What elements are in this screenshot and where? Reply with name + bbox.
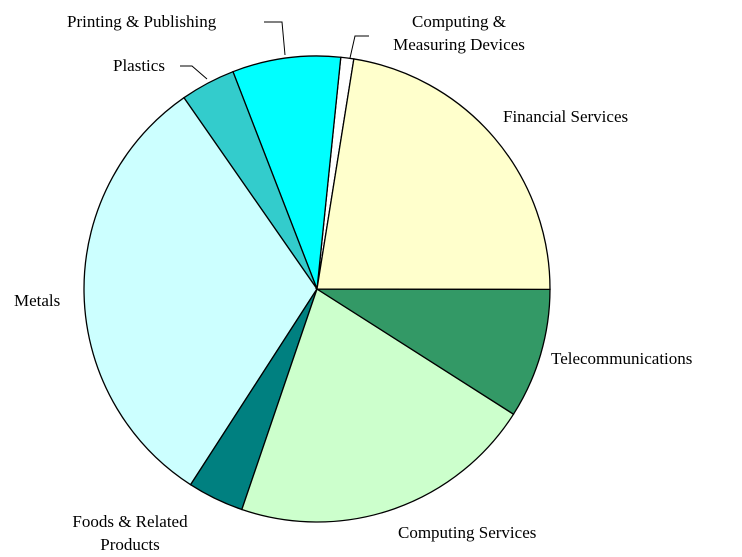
- leader-line: [180, 65, 208, 80]
- leader-lines: [180, 21, 369, 80]
- slice-label: Foods & Related Products: [72, 512, 188, 554]
- pie-slice: [83, 96, 318, 486]
- slice-label: Metals: [14, 291, 61, 310]
- pie-slice: [232, 55, 342, 290]
- leader-line: [264, 21, 286, 56]
- slice-label: Printing & Publishing: [67, 12, 217, 31]
- slice-label: Computing Services: [398, 523, 537, 542]
- slice-label: Computing & Measuring Devices: [393, 12, 525, 54]
- leader-line: [349, 35, 369, 59]
- slice-label: Plastics: [113, 56, 165, 75]
- slice-label: Financial Services: [503, 107, 629, 126]
- slice-label: Telecommunications: [551, 349, 693, 368]
- pie-slice: [316, 58, 551, 291]
- pie-slice: [314, 288, 551, 416]
- pie-slice: [241, 288, 515, 523]
